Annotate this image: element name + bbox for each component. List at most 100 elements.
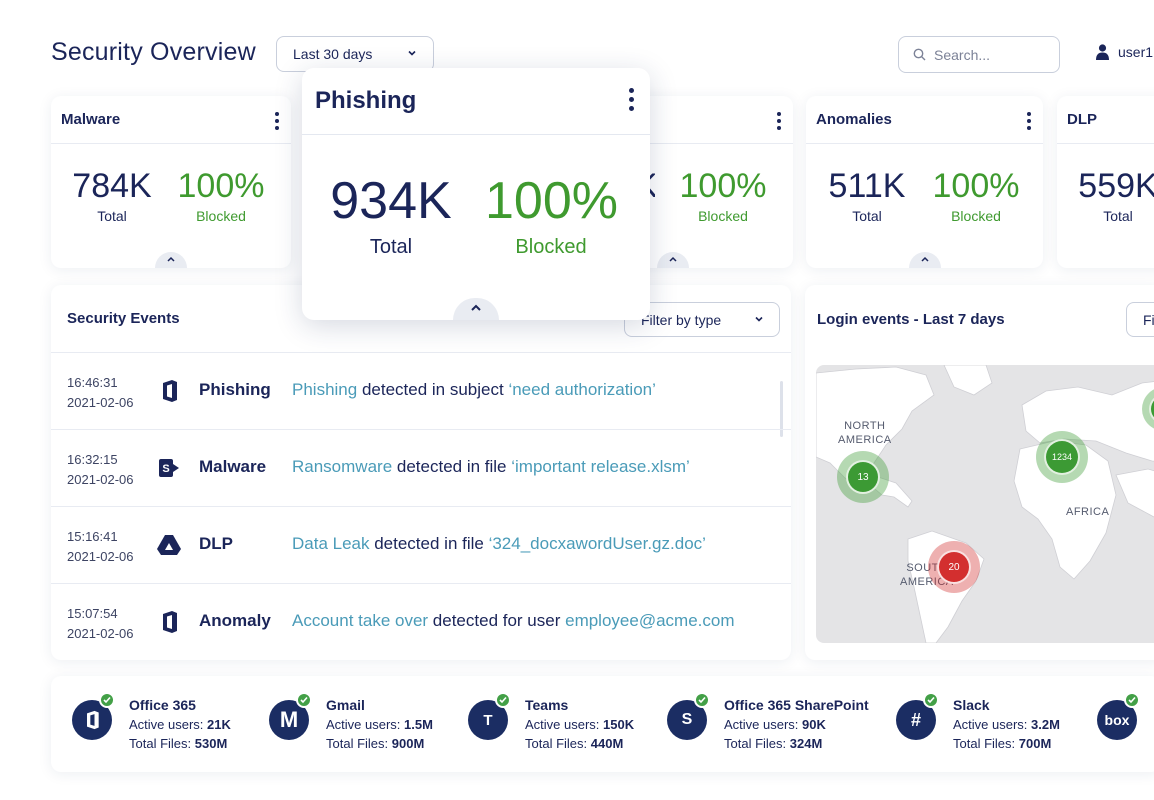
connected-apps-bar: Office 365 Active users: 21K Total Files… [51, 676, 1154, 772]
event-description: Phishing detected in subject ‘need autho… [292, 380, 656, 399]
event-link[interactable]: ‘important release.xlsm’ [511, 457, 690, 476]
expand-button[interactable] [155, 252, 187, 268]
event-type: DLP [199, 534, 233, 553]
card-title: Phishing [315, 87, 417, 114]
drive-icon [157, 535, 181, 555]
total-files: 700M [1018, 736, 1052, 751]
blocked-stat: 100% Blocked [679, 167, 767, 224]
event-link[interactable]: ‘324_docxawordUser.gz.doc’ [488, 534, 706, 553]
blocked-stat: 100% Blocked [485, 172, 618, 258]
phishing-card[interactable]: Phishing 934K Total 100% Blocked [302, 68, 650, 320]
chevron-down-icon [755, 316, 763, 322]
login-cluster-bubble[interactable]: 1234 [1036, 431, 1088, 483]
app-name: Gmail [326, 697, 365, 713]
expand-button[interactable] [657, 252, 689, 268]
more-menu-icon[interactable] [629, 88, 634, 111]
sharepoint-icon: S [159, 459, 179, 477]
card-title: Anomalies [816, 111, 892, 128]
login-filter-select[interactable]: Fi [1126, 302, 1154, 337]
date-range-select[interactable]: Last 30 days [276, 36, 434, 72]
login-events-panel: Login events - Last 7 days Fi NORTH AMER… [805, 285, 1154, 660]
map-label-africa: AFRICA [1066, 506, 1110, 518]
world-map[interactable]: NORTH AMERICA SOUTH AMERICA AFRICA 13 12… [816, 365, 1154, 643]
active-users: 90K [802, 717, 826, 732]
user-icon [1096, 44, 1109, 60]
blocked-stat: 100% Blocked [177, 167, 265, 224]
event-link[interactable]: employee@acme.com [565, 611, 735, 630]
date-range-label: Last 30 days [293, 46, 373, 62]
check-icon [1124, 692, 1140, 708]
collapse-button[interactable] [453, 298, 499, 320]
office-icon [163, 611, 177, 633]
total-stat: 934K Total [330, 172, 452, 258]
event-type: Malware [199, 457, 267, 476]
chevron-up-icon [471, 304, 481, 311]
svg-text:S: S [162, 463, 169, 475]
scrollbar[interactable] [780, 381, 783, 437]
page-title: Security Overview [51, 38, 256, 66]
login-cluster-bubble[interactable]: 13 [837, 451, 889, 503]
panel-title: Security Events [67, 310, 180, 327]
event-timestamp: 16:46:31 2021-02-06 [67, 375, 134, 410]
check-icon [495, 692, 511, 708]
check-icon [694, 692, 710, 708]
user-menu[interactable]: user1 [1096, 44, 1153, 60]
panel-title: Login events - Last 7 days [817, 310, 1005, 328]
active-users: 21K [207, 717, 231, 732]
event-link[interactable]: ‘need authorization’ [508, 380, 656, 399]
chevron-down-icon [408, 50, 416, 56]
total-files: 530M [194, 736, 228, 751]
event-type: Anomaly [199, 611, 271, 630]
active-users: 3.2M [1031, 717, 1060, 732]
office-icon [72, 700, 112, 740]
event-link[interactable]: Data Leak [292, 534, 370, 553]
search-box[interactable] [898, 36, 1060, 73]
app-name: Teams [525, 697, 569, 713]
check-icon [296, 692, 312, 708]
event-timestamp: 15:07:54 2021-02-06 [67, 606, 134, 641]
total-files: 440M [590, 736, 624, 751]
event-link[interactable]: Ransomware [292, 457, 393, 476]
chevron-up-icon [167, 256, 175, 262]
event-timestamp: 15:16:41 2021-02-06 [67, 529, 134, 564]
event-row[interactable]: 16:46:31 2021-02-06 Phishing Phishing det… [51, 353, 791, 430]
filter-by-type-select[interactable]: Filter by type [624, 302, 780, 337]
event-timestamp: 16:32:15 2021-02-06 [67, 452, 134, 487]
card-title: DLP [1067, 111, 1097, 128]
total-stat: 559K Total [1078, 167, 1154, 224]
malware-card[interactable]: Malware 784K Total 100% Blocked [51, 96, 291, 268]
event-type: Phishing [199, 380, 271, 399]
event-row[interactable]: 16:32:15 2021-02-06 S Malware Ransomware … [51, 430, 791, 507]
event-description: Ransomware detected in file ‘important r… [292, 457, 690, 476]
more-menu-icon[interactable] [1027, 112, 1031, 130]
more-menu-icon[interactable] [777, 112, 781, 130]
anomalies-card[interactable]: Anomalies 511K Total 100% Blocked [806, 96, 1043, 268]
security-events-panel: Security Events Filter by type 16:46:31 2… [51, 285, 791, 660]
expand-button[interactable] [908, 252, 941, 268]
card-title: Malware [61, 111, 121, 128]
login-cluster-bubble[interactable]: 20 [928, 541, 980, 593]
event-link[interactable]: Account take over [292, 611, 429, 630]
map-label-south-america: SOUTH AMERICA [900, 562, 954, 588]
user-name: user1 [1118, 44, 1154, 60]
dlp-card[interactable]: DLP 559K Total [1057, 96, 1154, 268]
total-files: 900M [391, 736, 425, 751]
blocked-stat: 100% Blocked [932, 167, 1020, 224]
event-link[interactable]: Phishing [292, 380, 358, 399]
total-files: 324M [789, 736, 823, 751]
event-description: Data Leak detected in file ‘324_docxawor… [292, 534, 706, 553]
check-icon [99, 692, 115, 708]
app-name: Office 365 [129, 697, 196, 713]
map-label-north-america: NORTH AMERICA [838, 420, 892, 446]
total-stat: 511K Total [828, 167, 906, 224]
event-row[interactable]: 15:07:54 2021-02-06 Anomaly Account take … [51, 584, 791, 661]
app-name: Office 365 SharePoint [724, 697, 869, 713]
event-row[interactable]: 15:16:41 2021-02-06 DLP Data Leak detecte… [51, 507, 791, 584]
office-icon [163, 380, 177, 402]
world-map-shapes [816, 365, 1154, 643]
login-cluster-bubble[interactable] [1142, 387, 1154, 431]
more-menu-icon[interactable] [275, 112, 279, 130]
search-input[interactable] [934, 46, 1054, 63]
app-name: Slack [953, 697, 990, 713]
active-users: 150K [603, 717, 635, 732]
